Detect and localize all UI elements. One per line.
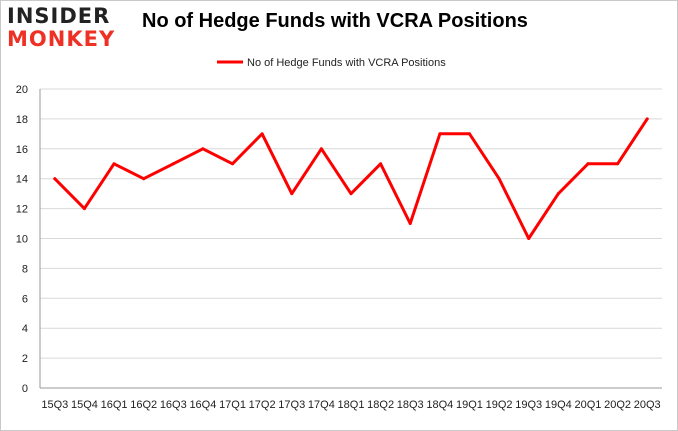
y-tick-label: 8 bbox=[22, 263, 28, 275]
insider-monkey-logo: INSIDER MONKEY bbox=[7, 4, 127, 52]
x-tick-label: 18Q2 bbox=[367, 399, 394, 411]
data-point bbox=[438, 132, 442, 136]
data-point bbox=[231, 162, 235, 166]
series-lines bbox=[53, 117, 649, 240]
y-tick-label: 12 bbox=[16, 204, 28, 216]
x-tick-label: 20Q1 bbox=[574, 399, 601, 411]
x-tick-label: 18Q4 bbox=[426, 399, 453, 411]
legend: No of Hedge Funds with VCRA Positions bbox=[217, 57, 446, 69]
x-tick-label: 18Q3 bbox=[397, 399, 424, 411]
data-point bbox=[349, 192, 353, 196]
chart-title: No of Hedge Funds with VCRA Positions bbox=[142, 10, 528, 32]
x-tick-label: 16Q2 bbox=[130, 399, 157, 411]
data-point bbox=[142, 177, 146, 181]
data-point bbox=[379, 162, 383, 166]
y-tick-label: 0 bbox=[22, 383, 28, 395]
data-point bbox=[260, 132, 264, 136]
data-point bbox=[171, 162, 175, 166]
data-point bbox=[319, 147, 323, 151]
y-tick-label: 20 bbox=[16, 84, 28, 96]
y-tick-label: 14 bbox=[16, 174, 28, 186]
x-tick-label: 17Q4 bbox=[308, 399, 335, 411]
x-tick-label: 16Q4 bbox=[189, 399, 216, 411]
x-tick-label: 19Q4 bbox=[545, 399, 572, 411]
y-tick-label: 2 bbox=[22, 353, 28, 365]
data-point bbox=[112, 162, 116, 166]
x-tick-label: 16Q1 bbox=[101, 399, 128, 411]
y-tick-label: 4 bbox=[22, 323, 28, 335]
x-tick-label: 18Q1 bbox=[338, 399, 365, 411]
x-tick-label: 20Q2 bbox=[604, 399, 631, 411]
grid-lines bbox=[40, 88, 662, 359]
data-point bbox=[556, 192, 560, 196]
logo-line-1: INSIDER bbox=[7, 4, 111, 28]
x-tick-label: 19Q3 bbox=[515, 399, 542, 411]
x-tick-label: 15Q4 bbox=[71, 399, 98, 411]
axes bbox=[39, 89, 662, 389]
x-tick-label: 15Q3 bbox=[41, 399, 68, 411]
data-point bbox=[201, 147, 205, 151]
legend-label: No of Hedge Funds with VCRA Positions bbox=[247, 57, 446, 69]
x-tick-label: 16Q3 bbox=[160, 399, 187, 411]
data-point bbox=[616, 162, 620, 166]
data-point bbox=[82, 207, 86, 211]
x-tick-label: 19Q1 bbox=[456, 399, 483, 411]
x-tick-label: 17Q3 bbox=[278, 399, 305, 411]
x-tick-label: 17Q2 bbox=[249, 399, 276, 411]
x-tick-label: 20Q3 bbox=[634, 399, 661, 411]
data-point bbox=[290, 192, 294, 196]
x-tick-label: 17Q1 bbox=[219, 399, 246, 411]
data-point bbox=[586, 162, 590, 166]
x-tick-label: 19Q2 bbox=[486, 399, 513, 411]
data-point bbox=[527, 237, 531, 240]
data-point bbox=[645, 117, 649, 121]
logo-line-2: MONKEY bbox=[7, 27, 116, 51]
y-tick-label: 18 bbox=[16, 114, 28, 126]
data-point bbox=[53, 177, 57, 181]
x-tick-labels: 15Q3 15Q4 16Q1 16Q2 16Q3 16Q4 17Q1 17Q2 17Q3 17Q4… bbox=[41, 399, 660, 411]
y-tick-label: 10 bbox=[16, 234, 28, 246]
y-tick-label: 16 bbox=[16, 144, 28, 156]
data-point bbox=[467, 132, 471, 136]
data-point bbox=[408, 222, 412, 226]
y-tick-labels: 0 2 4 6 8 10 12 14 16 18 20 bbox=[16, 84, 28, 395]
data-point bbox=[497, 177, 501, 181]
y-tick-label: 6 bbox=[22, 293, 28, 305]
